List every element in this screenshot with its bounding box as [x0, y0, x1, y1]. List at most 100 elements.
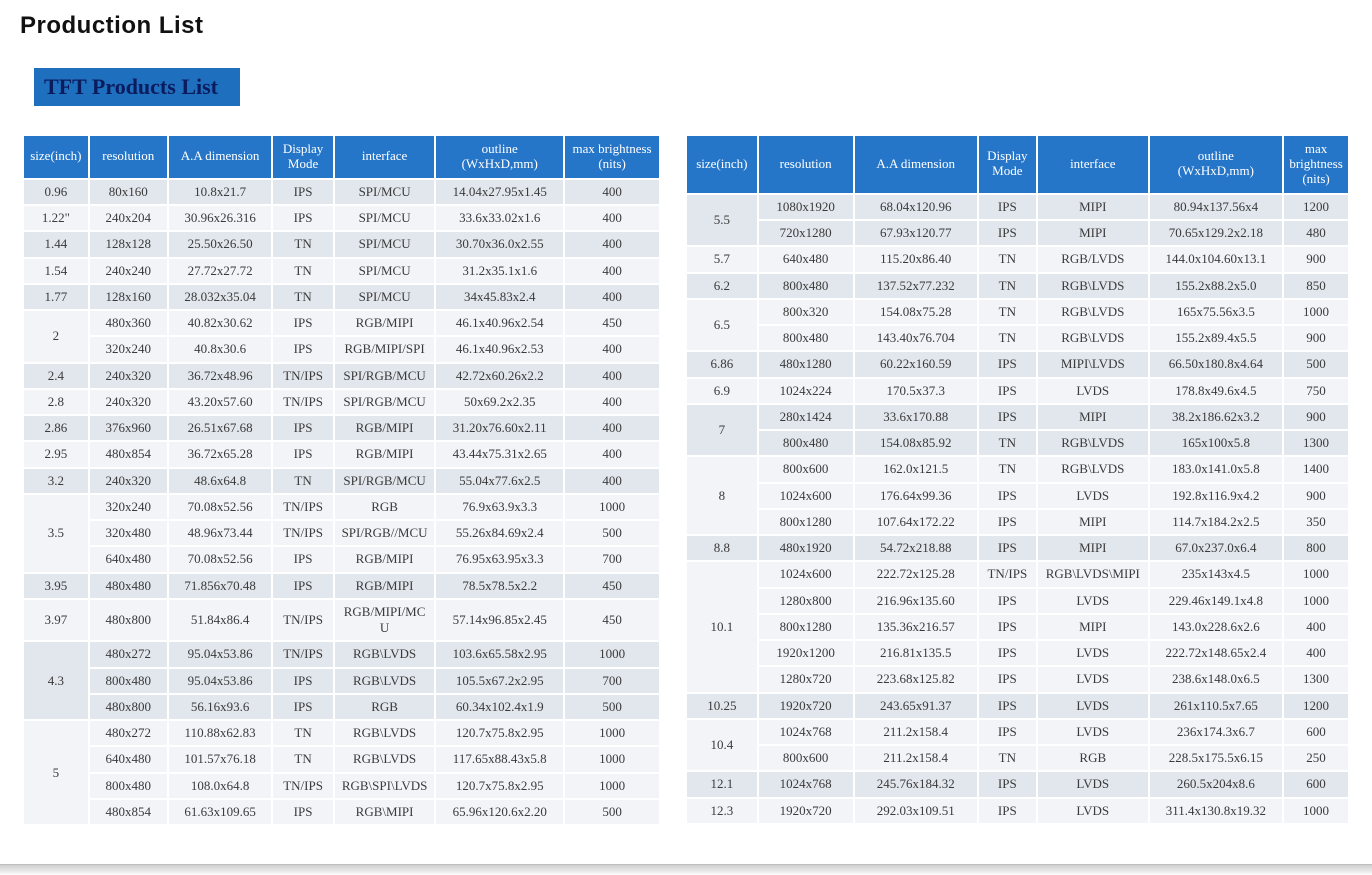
cell-outline: 236x174.3x6.7: [1150, 720, 1283, 744]
table-row: 1920x1200216.81x135.5IPSLVDS222.72x148.6…: [687, 641, 1348, 665]
cell-resolution: 240x204: [90, 206, 167, 230]
cell-size: 1.77: [24, 285, 88, 309]
cell-resolution: 800x480: [90, 774, 167, 798]
page-title: Production List: [20, 12, 1352, 40]
cell-mode: TN: [273, 747, 332, 771]
cell-outline: 46.1x40.96x2.53: [436, 337, 563, 361]
cell-resolution: 128x160: [90, 285, 167, 309]
cell-aa: 54.72x218.88: [855, 536, 977, 560]
cell-brightness: 400: [565, 337, 659, 361]
cell-size: 8: [687, 457, 756, 534]
cell-brightness: 400: [565, 390, 659, 414]
cell-outline: 165x75.56x3.5: [1150, 300, 1283, 324]
cell-size: 12.1: [687, 772, 756, 796]
cell-mode: IPS: [979, 352, 1036, 376]
cell-outline: 70.65x129.2x2.18: [1150, 221, 1283, 245]
cell-aa: 68.04x120.96: [855, 195, 977, 219]
cell-mode: TN: [273, 259, 332, 283]
cell-mode: TN/IPS: [979, 562, 1036, 586]
cell-resolution: 800x480: [90, 669, 167, 693]
cell-interface: RGB/LVDS: [1038, 247, 1148, 271]
cell-aa: 245.76x184.32: [855, 772, 977, 796]
cell-outline: 30.70x36.0x2.55: [436, 232, 563, 256]
cell-outline: 50x69.2x2.35: [436, 390, 563, 414]
cell-interface: LVDS: [1038, 379, 1148, 403]
cell-size: 6.86: [687, 352, 756, 376]
cell-interface: RGB/MIPI/SPI: [335, 337, 435, 361]
cell-interface: SPI/MCU: [335, 232, 435, 256]
cell-resolution: 480x854: [90, 800, 167, 824]
cell-interface: RGB\LVDS: [1038, 326, 1148, 350]
cell-outline: 76.9x63.9x3.3: [436, 495, 563, 519]
cell-mode: IPS: [273, 669, 332, 693]
cell-interface: RGB\LVDS: [335, 721, 435, 745]
table-row: 8.8480x192054.72x218.88IPSMIPI67.0x237.0…: [687, 536, 1348, 560]
tft-table-left: size(inch) resolution A.A dimension Disp…: [22, 134, 661, 826]
cell-brightness: 450: [565, 574, 659, 598]
cell-resolution: 800x600: [759, 457, 853, 481]
cell-outline: 229.46x149.1x4.8: [1150, 589, 1283, 613]
cell-mode: TN/IPS: [273, 642, 332, 666]
table-row: 2.86376x96026.51x67.68IPSRGB/MIPI31.20x7…: [24, 416, 659, 440]
cell-outline: 60.34x102.4x1.9: [436, 695, 563, 719]
table-row: 480x85461.63x109.65IPSRGB\MIPI65.96x120.…: [24, 800, 659, 824]
cell-interface: RGB\LVDS: [335, 747, 435, 771]
cell-mode: TN: [979, 431, 1036, 455]
cell-resolution: 480x272: [90, 721, 167, 745]
col-size: size(inch): [687, 136, 756, 193]
cell-mode: IPS: [273, 337, 332, 361]
cell-resolution: 800x480: [759, 274, 853, 298]
cell-outline: 105.5x67.2x2.95: [436, 669, 563, 693]
cell-interface: RGB\MIPI: [335, 800, 435, 824]
cell-mode: IPS: [273, 547, 332, 571]
cell-resolution: 1024x600: [759, 484, 853, 508]
cell-size: 6.9: [687, 379, 756, 403]
table-row: 5480x272110.88x62.83TNRGB\LVDS120.7x75.8…: [24, 721, 659, 745]
cell-brightness: 1000: [1284, 562, 1348, 586]
cell-resolution: 240x320: [90, 469, 167, 493]
col-aa: A.A dimension: [169, 136, 272, 178]
cell-interface: MIPI: [1038, 536, 1148, 560]
cell-size: 10.4: [687, 720, 756, 771]
cell-size: 2: [24, 311, 88, 362]
cell-interface: LVDS: [1038, 694, 1148, 718]
cell-aa: 154.08x85.92: [855, 431, 977, 455]
cell-brightness: 400: [1284, 615, 1348, 639]
cell-outline: 311.4x130.8x19.32: [1150, 799, 1283, 823]
cell-aa: 216.81x135.5: [855, 641, 977, 665]
table-row: 800x480108.0x64.8TN/IPSRGB\SPI\LVDS120.7…: [24, 774, 659, 798]
cell-outline: 235x143x4.5: [1150, 562, 1283, 586]
cell-resolution: 480x480: [90, 574, 167, 598]
table-row: 3.5320x24070.08x52.56TN/IPSRGB76.9x63.9x…: [24, 495, 659, 519]
cell-aa: 143.40x76.704: [855, 326, 977, 350]
table-row: 1.54240x24027.72x27.72TNSPI/MCU31.2x35.1…: [24, 259, 659, 283]
cell-outline: 31.2x35.1x1.6: [436, 259, 563, 283]
cell-mode: TN/IPS: [273, 390, 332, 414]
cell-aa: 67.93x120.77: [855, 221, 977, 245]
cell-brightness: 1200: [1284, 195, 1348, 219]
cell-outline: 238.6x148.0x6.5: [1150, 667, 1283, 691]
cell-mode: TN/IPS: [273, 774, 332, 798]
cell-aa: 33.6x170.88: [855, 405, 977, 429]
cell-aa: 101.57x76.18: [169, 747, 272, 771]
cell-mode: TN: [979, 247, 1036, 271]
cell-mode: IPS: [979, 772, 1036, 796]
cell-resolution: 640x480: [90, 747, 167, 771]
cell-resolution: 1920x720: [759, 799, 853, 823]
cell-outline: 261x110.5x7.65: [1150, 694, 1283, 718]
cell-brightness: 1200: [1284, 694, 1348, 718]
cell-interface: RGB: [335, 695, 435, 719]
cell-brightness: 1000: [565, 747, 659, 771]
cell-brightness: 400: [1284, 641, 1348, 665]
table-row: 2.4240x32036.72x48.96TN/IPSSPI/RGB/MCU42…: [24, 364, 659, 388]
col-brightness: maxbrightness(nits): [1284, 136, 1348, 193]
table-row: 800x600211.2x158.4TNRGB228.5x175.5x6.152…: [687, 746, 1348, 770]
cell-mode: IPS: [273, 800, 332, 824]
cell-interface: MIPI: [1038, 195, 1148, 219]
cell-interface: LVDS: [1038, 799, 1148, 823]
cell-brightness: 250: [1284, 746, 1348, 770]
cell-interface: SPI/MCU: [335, 206, 435, 230]
table-row: 640x48070.08x52.56IPSRGB/MIPI76.95x63.95…: [24, 547, 659, 571]
cell-resolution: 720x1280: [759, 221, 853, 245]
table-row: 1.22"240x20430.96x26.316IPSSPI/MCU33.6x3…: [24, 206, 659, 230]
